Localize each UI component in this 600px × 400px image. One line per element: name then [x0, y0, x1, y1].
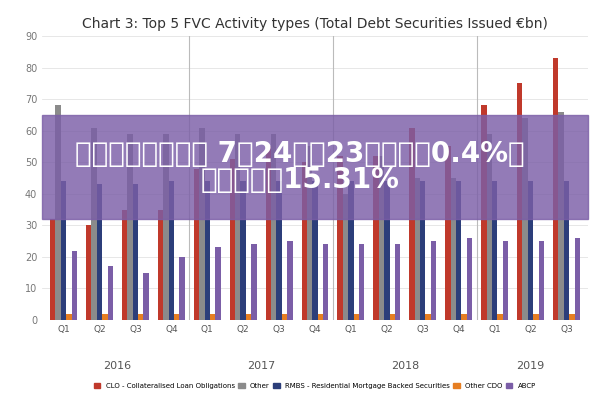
Bar: [163, 134, 169, 320]
Bar: [373, 156, 379, 320]
Bar: [55, 106, 61, 320]
Bar: [174, 314, 179, 320]
Bar: [528, 181, 533, 320]
Bar: [246, 314, 251, 320]
Bar: [266, 146, 271, 320]
Bar: [215, 248, 221, 320]
Bar: [456, 181, 461, 320]
Bar: [569, 314, 575, 320]
Bar: [451, 178, 456, 320]
Text: 2017: 2017: [247, 361, 275, 371]
Text: 转股溢价率15.31%: 转股溢价率15.31%: [200, 166, 400, 194]
Bar: [553, 58, 559, 320]
Text: 2018: 2018: [391, 361, 419, 371]
Bar: [523, 118, 528, 320]
Bar: [323, 244, 328, 320]
Bar: [317, 314, 323, 320]
Bar: [420, 181, 425, 320]
Bar: [86, 225, 91, 320]
Bar: [97, 184, 102, 320]
Bar: [415, 178, 420, 320]
Bar: [389, 314, 395, 320]
Bar: [409, 128, 415, 320]
Bar: [122, 210, 127, 320]
Bar: [138, 314, 143, 320]
Bar: [343, 194, 348, 320]
Bar: [539, 241, 544, 320]
Bar: [107, 266, 113, 320]
Bar: [302, 162, 307, 320]
Bar: [271, 134, 277, 320]
Bar: [143, 273, 149, 320]
Bar: [564, 181, 569, 320]
Bar: [251, 244, 257, 320]
Bar: [445, 146, 451, 320]
Bar: [559, 112, 564, 320]
Bar: [91, 128, 97, 320]
Bar: [492, 181, 497, 320]
Bar: [169, 181, 174, 320]
Bar: [431, 241, 436, 320]
Bar: [307, 146, 313, 320]
Bar: [348, 181, 353, 320]
Bar: [50, 219, 55, 320]
Bar: [241, 181, 246, 320]
Legend: CLO - Collateralised Loan Obligations, Other, RMBS - Residential Mortgage Backed: CLO - Collateralised Loan Obligations, O…: [91, 380, 539, 392]
Bar: [282, 314, 287, 320]
Bar: [425, 314, 431, 320]
Bar: [533, 314, 539, 320]
Bar: [359, 244, 364, 320]
Bar: [133, 184, 138, 320]
Bar: [277, 181, 282, 320]
Bar: [158, 210, 163, 320]
Bar: [384, 181, 389, 320]
Bar: [179, 257, 185, 320]
Bar: [379, 156, 384, 320]
Text: 2016: 2016: [103, 361, 131, 371]
Bar: [313, 181, 317, 320]
Bar: [497, 314, 503, 320]
Bar: [467, 238, 472, 320]
Bar: [102, 314, 107, 320]
Bar: [127, 134, 133, 320]
Bar: [194, 168, 199, 320]
Bar: [71, 250, 77, 320]
Bar: [230, 159, 235, 320]
Bar: [205, 181, 210, 320]
Bar: [461, 314, 467, 320]
Bar: [395, 244, 400, 320]
Text: 股票十大配资平台 7月24日景23转债下跦0.4%，: 股票十大配资平台 7月24日景23转债下跦0.4%，: [75, 140, 525, 168]
Bar: [66, 314, 71, 320]
Bar: [353, 314, 359, 320]
Bar: [61, 181, 66, 320]
Bar: [235, 134, 241, 320]
Bar: [337, 156, 343, 320]
Bar: [517, 83, 523, 320]
Text: 2019: 2019: [517, 361, 545, 371]
Bar: [199, 128, 205, 320]
Title: Chart 3: Top 5 FVC Activity types (Total Debt Securities Issued €bn): Chart 3: Top 5 FVC Activity types (Total…: [82, 17, 548, 31]
Bar: [210, 314, 215, 320]
Bar: [287, 241, 293, 320]
Bar: [575, 238, 580, 320]
Bar: [481, 106, 487, 320]
Bar: [503, 241, 508, 320]
Bar: [487, 134, 492, 320]
